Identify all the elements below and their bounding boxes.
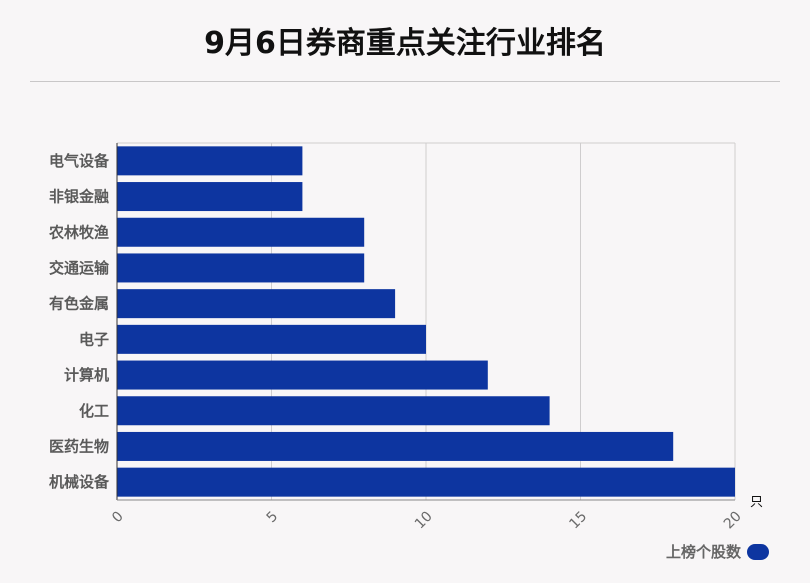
bar-4[interactable] — [117, 289, 396, 319]
axes — [116, 143, 735, 501]
x-tick-label-4: 20 — [721, 508, 745, 532]
x-tick-labels: 0 5 10 15 20 — [109, 508, 745, 532]
category-label-4: 有色金属 — [49, 295, 109, 313]
x-tick-label-1: 5 — [264, 508, 282, 526]
category-label-8: 医药生物 — [49, 437, 109, 455]
x-tick-label-3: 15 — [566, 508, 590, 532]
title-divider — [30, 81, 780, 82]
category-label-7: 化工 — [79, 402, 109, 420]
x-unit-label: 只 — [750, 495, 763, 510]
bars — [117, 146, 735, 497]
bar-5[interactable] — [117, 324, 426, 354]
legend-label: 上榜个股数 — [665, 543, 741, 561]
category-label-6: 计算机 — [64, 366, 109, 384]
x-tick-label-0: 0 — [109, 508, 127, 526]
bar-7[interactable] — [117, 396, 550, 426]
chart-title: 9月6日券商重点关注行业排名 — [204, 26, 606, 61]
category-label-1: 非银金融 — [49, 188, 109, 206]
bar-3[interactable] — [117, 253, 365, 283]
category-label-2: 农林牧渔 — [48, 223, 109, 241]
legend-swatch — [747, 543, 769, 560]
category-label-9: 机械设备 — [49, 473, 110, 491]
bar-6[interactable] — [117, 360, 488, 390]
bar-8[interactable] — [117, 431, 674, 461]
bar-0[interactable] — [117, 146, 303, 176]
x-tick-label-2: 10 — [412, 508, 436, 532]
legend[interactable]: 上榜个股数 — [666, 541, 769, 562]
bar-9[interactable] — [117, 467, 735, 497]
bar-2[interactable] — [117, 217, 365, 247]
category-label-5: 电子 — [79, 330, 109, 348]
category-label-3: 交通运输 — [49, 259, 110, 277]
bar-1[interactable] — [117, 182, 303, 212]
category-label-0: 电气设备 — [49, 152, 110, 170]
